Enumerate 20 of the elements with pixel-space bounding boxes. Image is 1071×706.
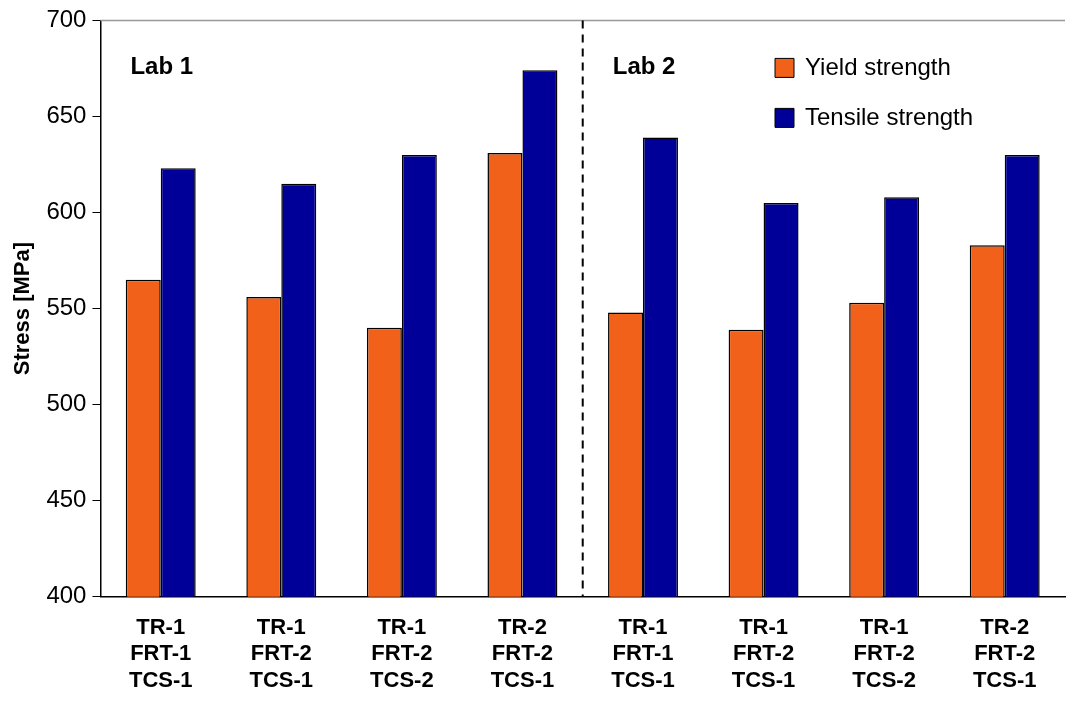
annotation: Lab 2	[612, 52, 676, 80]
y-tick-label: 600	[46, 197, 87, 225]
y-axis-title: Stress [MPa]	[9, 241, 35, 376]
annotation: Lab 1	[130, 52, 194, 80]
x-tick-label: TR-2 FRT-2 TCS-1	[972, 614, 1037, 692]
y-tick-label: 500	[46, 389, 87, 417]
x-tick-label: TR-2 FRT-2 TCS-1	[490, 614, 555, 692]
x-tick-label: TR-1 FRT-2 TCS-1	[249, 614, 314, 692]
legend-label: Yield strength	[805, 53, 951, 81]
y-tick-label: 450	[46, 485, 87, 513]
y-tick-label: 700	[46, 5, 87, 33]
y-tick-label: 550	[46, 293, 87, 321]
x-tick-label: TR-1 FRT-2 TCS-1	[731, 614, 796, 692]
x-tick-label: TR-1 FRT-2 TCS-2	[370, 614, 434, 692]
y-tick-label: 650	[46, 101, 87, 129]
x-tick-label: TR-1 FRT-1 TCS-1	[128, 614, 193, 692]
y-tick-label: 400	[46, 581, 87, 609]
legend-label: Tensile strength	[805, 103, 974, 131]
x-tick-label: TR-1 FRT-2 TCS-2	[852, 614, 916, 692]
x-tick-label: TR-1 FRT-1 TCS-1	[611, 614, 675, 692]
